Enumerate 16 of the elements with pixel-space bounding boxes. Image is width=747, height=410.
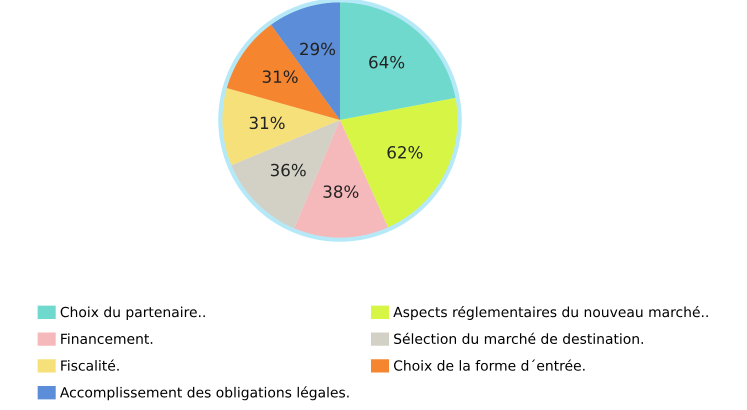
legend-label: Fiscalité.	[61, 360, 119, 371]
data-label: 31%	[250, 116, 285, 130]
legend-label: Financement.	[61, 333, 152, 344]
pie-slice	[222, 88, 340, 166]
legend-label: Choix de la forme d´entrée.	[394, 360, 585, 371]
data-label: 62%	[387, 146, 422, 159]
legend-label: Accomplissement des obligations légales.	[60, 386, 349, 400]
data-label: 31%	[262, 70, 298, 83]
pie-slice	[340, 2, 456, 120]
legend-label: Sélection du marché de destination.	[394, 332, 643, 344]
legend-label: Aspects réglementaires du nouveau marché..	[393, 306, 708, 320]
data-label: 38%	[324, 185, 358, 198]
legend-label: Choix du partenaire..	[60, 306, 205, 320]
data-label: 29%	[300, 42, 336, 56]
data-label: 36%	[270, 164, 306, 176]
data-label: 64%	[369, 56, 404, 68]
